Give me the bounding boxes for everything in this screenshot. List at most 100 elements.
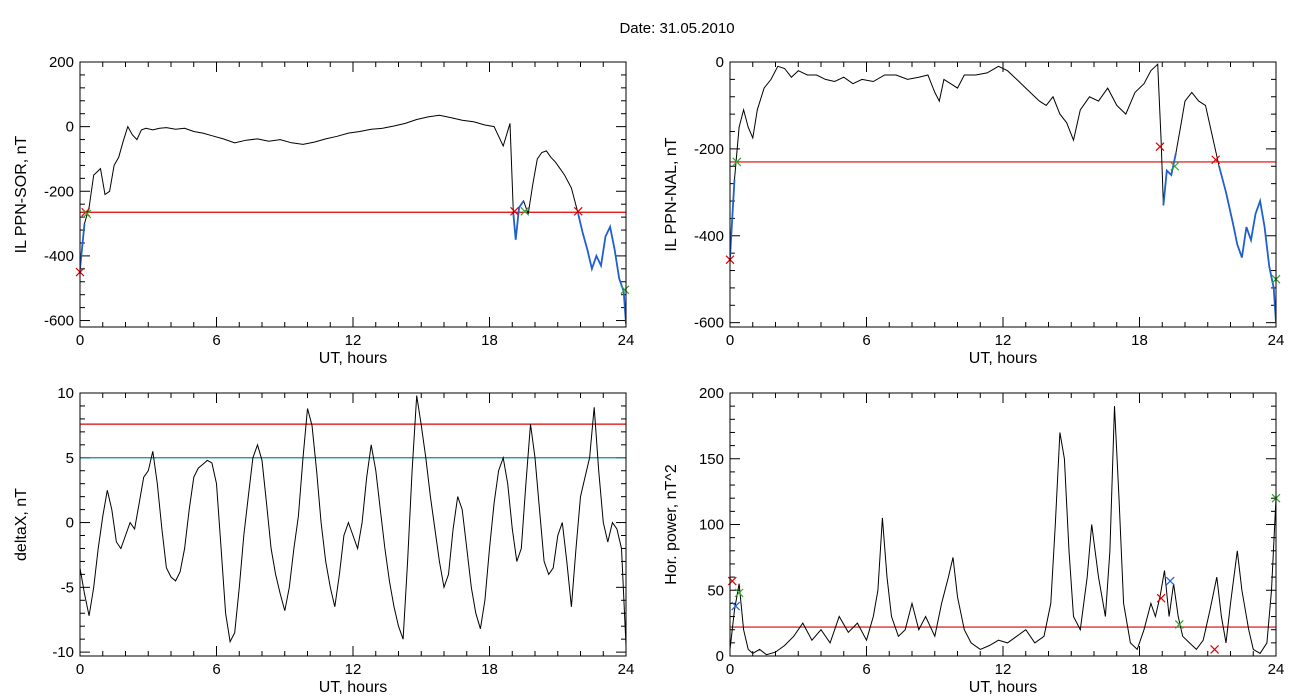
event-marker-stroke: [732, 157, 742, 167]
event-marker-stroke: [734, 588, 744, 598]
highlight-series-line: [80, 223, 86, 269]
event-marker-stroke: [1170, 161, 1180, 171]
chart-panels: 0 6 12 18 24 -600 -400 -200 0 200 UT, hours IL PPN-…: [13, 54, 1284, 696]
x-tick-label: 0: [726, 332, 734, 349]
x-axis-title: UT, hours: [969, 350, 1037, 367]
x-tick-label: 0: [726, 661, 734, 678]
event-marker: [1210, 645, 1219, 654]
x-axis-title: UT, hours: [319, 350, 387, 367]
x-axis-title: UT, hours: [969, 679, 1037, 696]
plot-area: [730, 63, 1276, 323]
y-tick-label: -400: [694, 228, 724, 245]
event-marker: [82, 209, 92, 219]
y-tick-label: 0: [716, 54, 724, 71]
series-line: [80, 114, 626, 324]
event-marker: [1170, 161, 1180, 171]
event-marker-stroke: [1210, 645, 1219, 654]
x-tick-label: 12: [995, 661, 1012, 678]
event-marker-stroke: [510, 206, 519, 216]
event-marker: [1174, 620, 1184, 629]
y-axis-title: IL PPN-NAL, nT: [663, 137, 680, 251]
event-marker: [1165, 576, 1175, 586]
event-marker-stroke: [1211, 155, 1221, 165]
event-marker: [1155, 142, 1165, 152]
event-marker: [620, 285, 630, 295]
y-axis-title: IL PPN-SOR, nT: [13, 135, 30, 253]
event-marker: [727, 576, 737, 586]
y-axis-title: deltaX, nT: [13, 488, 30, 561]
y-tick-label: 100: [699, 517, 724, 534]
x-tick-label: 24: [1268, 661, 1285, 678]
x-axis-title: UT, hours: [319, 679, 387, 696]
y-tick-label: 0: [66, 119, 74, 136]
chart-panel-3: 0 6 12 18 24 -10 -5 0 5 10 UT, hours deltaX, nT: [13, 385, 634, 696]
y-tick-label: -200: [44, 183, 74, 200]
event-marker-stroke: [1156, 593, 1166, 603]
y-tick-label: -10: [52, 644, 74, 661]
x-tick-label: 18: [481, 332, 498, 349]
plot-frame: [729, 392, 1277, 657]
event-marker-stroke: [573, 206, 583, 216]
event-marker: [573, 206, 583, 216]
chart-panel-1: 0 6 12 18 24 -600 -400 -200 0 200 UT, hours IL PPN-…: [13, 54, 634, 367]
y-tick-label: -600: [694, 315, 724, 332]
event-marker: [510, 206, 519, 216]
y-tick-label: 50: [707, 582, 724, 599]
x-tick-label: 18: [481, 661, 498, 678]
chart-panel-4: 0 6 12 18 24 0 50 100 150 200 UT, hours Hor. power,…: [663, 385, 1284, 696]
x-tick-label: 24: [1268, 332, 1285, 349]
y-tick-label: -600: [44, 313, 74, 330]
highlight-series-line: [577, 213, 626, 324]
y-tick-label: 200: [699, 385, 724, 402]
event-marker: [734, 588, 744, 598]
event-marker-stroke: [731, 601, 741, 611]
y-tick-label: 150: [699, 451, 724, 468]
x-tick-label: 6: [212, 332, 220, 349]
y-tick-label: 0: [716, 648, 724, 665]
x-tick-label: 0: [76, 332, 84, 349]
x-tick-label: 6: [212, 661, 220, 678]
series-line: [730, 406, 1276, 656]
x-tick-label: 12: [345, 332, 362, 349]
y-tick-label: 10: [57, 385, 74, 402]
series-line: [730, 63, 1276, 323]
x-tick-label: 6: [862, 332, 870, 349]
plot-area: [730, 406, 1276, 656]
plot-frame: [79, 392, 627, 657]
figure-title: Date: 31.05.2010: [619, 20, 734, 37]
event-marker-stroke: [620, 285, 630, 295]
x-tick-label: 24: [618, 332, 635, 349]
event-marker: [520, 206, 530, 216]
highlight-series-line: [1162, 153, 1177, 206]
plot-area: [80, 114, 626, 324]
event-marker: [1156, 593, 1166, 603]
event-marker: [731, 601, 741, 611]
event-marker: [1211, 155, 1221, 165]
highlight-series-line: [1218, 166, 1276, 323]
event-marker-stroke: [1155, 142, 1165, 152]
x-tick-label: 24: [618, 661, 635, 678]
y-tick-label: -400: [44, 248, 74, 265]
y-tick-label: -5: [61, 579, 74, 596]
plot-frame: [79, 61, 627, 328]
x-tick-label: 12: [995, 332, 1012, 349]
series-line: [80, 395, 626, 646]
event-marker: [732, 157, 742, 167]
highlight-series-line: [730, 179, 736, 258]
y-tick-label: 200: [49, 54, 74, 71]
event-marker-stroke: [1165, 576, 1175, 586]
x-tick-label: 12: [345, 661, 362, 678]
plot-area: [80, 395, 626, 646]
y-tick-label: 5: [66, 450, 74, 467]
event-marker-stroke: [82, 209, 92, 219]
event-marker-stroke: [520, 206, 530, 216]
plot-frame: [729, 61, 1277, 328]
chart-panel-2: 0 6 12 18 24 -600 -400 -200 0 UT, hours IL PPN-NAL…: [663, 54, 1284, 367]
x-tick-label: 0: [76, 661, 84, 678]
x-tick-label: 18: [1131, 661, 1148, 678]
y-axis-title: Hor. power, nT^2: [663, 464, 680, 585]
y-tick-label: 0: [66, 515, 74, 532]
highlight-series-line: [512, 200, 525, 240]
x-tick-label: 6: [862, 661, 870, 678]
